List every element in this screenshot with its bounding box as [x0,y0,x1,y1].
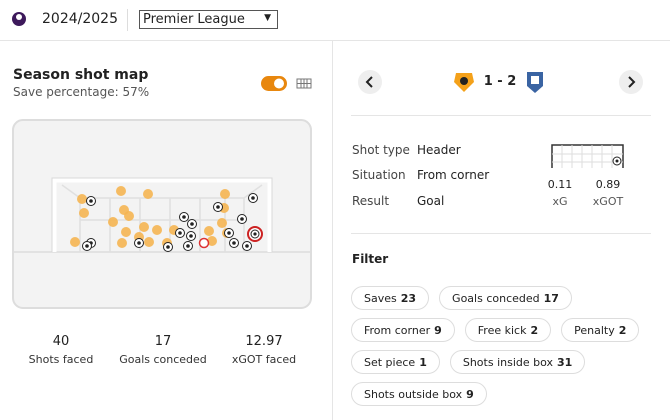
detail-label: Shot type [352,143,410,157]
metric-value: 0.89 [595,178,621,191]
chip-count: 9 [466,387,474,401]
shot-goal [207,236,217,246]
chip-count: 31 [557,355,573,369]
ball-pattern [89,199,93,203]
shot-goal [121,227,131,237]
shot-goal [70,237,80,247]
filter-chips: Saves 23 Goals conceded 17 From corner 9 Free … [351,286,651,406]
mini-goal [551,144,624,168]
score: 1 - 2 [483,74,517,89]
ball-pattern [227,231,231,235]
stat-value: 40 [52,334,70,349]
shot-goal [79,208,89,218]
filter-chip[interactable]: From corner 9 [351,318,455,342]
divider [332,41,333,420]
dropdown-arrow: ▼ [264,13,271,23]
ball-pattern [166,245,170,249]
stat: 12.97 xGOT faced [209,334,319,366]
metric-value: 0.11 [547,178,573,191]
shot-map [12,119,312,309]
shot-goal [204,226,214,236]
chip-count: 2 [530,323,539,337]
match-nav [358,70,643,94]
shot-map-title: Season shot map [13,67,149,83]
detail-value: Header [417,143,461,157]
stat-label: Goals conceded [119,353,207,366]
chip-count: 23 [400,291,417,305]
shot-selected-small [198,237,210,249]
prev-button[interactable] [358,70,382,94]
filter-chip[interactable]: Shots outside box 9 [351,382,487,406]
shot-goal [217,218,227,228]
shot-goal [117,238,127,248]
stat: 17 Goals conceded [108,334,218,366]
chip-count: 9 [434,323,442,337]
filter-chip[interactable]: Goals conceded 17 [439,286,572,310]
shot-goal [124,211,134,221]
ball-pattern [232,241,236,245]
ball-pattern [253,232,257,236]
ball-pattern [251,196,255,200]
chip-label: From corner [364,323,431,337]
season: 2024/2025 [42,11,118,27]
chip-count: 17 [543,291,559,305]
separator [127,9,128,31]
chip-label: Goals conceded [452,291,540,305]
shot-goal [108,217,118,227]
ball-pattern [137,241,141,245]
shot-goal [143,189,153,199]
stat-label: xGOT faced [231,353,297,366]
ball-pattern [190,222,194,226]
filter-chip[interactable]: Free kick 2 [464,318,552,342]
chip-label: Shots outside box [364,387,463,401]
detail-label: Situation [352,168,406,182]
chip-label: Free kick [477,323,527,337]
metric-label: xG [552,195,568,208]
divider [351,115,651,116]
shot-goal [144,237,154,247]
detail-value: Goal [417,194,445,208]
filter-chip[interactable]: Set piece 1 [351,350,440,374]
detail-value: From corner [417,168,490,182]
league-logo [12,12,26,26]
ball-pattern [245,244,249,248]
filter-chip[interactable]: Penalty 2 [561,318,640,342]
shot-goal [116,186,126,196]
filter-chip[interactable]: Saves 23 [351,286,430,310]
stat-value: 17 [154,334,172,349]
ball-pattern [182,215,186,219]
stat: 40 Shots faced [6,334,116,366]
save-percentage: Save percentage: 57% [13,85,150,99]
ball-pattern [85,244,89,248]
ball-pattern [216,205,220,209]
filter-title: Filter [352,252,389,266]
divider [351,233,651,234]
metric-label: xGOT [592,195,624,208]
chip-count: 1 [419,355,427,369]
chip-label: Penalty [574,323,615,337]
ball-pattern [186,244,190,248]
header: 2024/2025 Premier League ▼ [0,0,670,41]
shot-goal [220,189,230,199]
chip-count: 2 [618,323,627,337]
chip-label: Shots inside box [462,355,554,369]
league-select[interactable]: Premier League ▼ [139,10,278,29]
shot-goal [139,222,149,232]
ball-pattern [189,234,193,238]
chip-label: Set piece [364,355,416,369]
filter-chip[interactable]: Shots inside box 31 [449,350,586,374]
chip-label: Saves [364,291,397,305]
stat-value: 12.97 [245,334,283,349]
ball-pattern [240,217,244,221]
stat-label: Shots faced [28,353,94,366]
league-name: Premier League [143,12,245,27]
next-button[interactable] [619,70,643,94]
detail-label: Result [352,194,390,208]
ball-pattern [178,231,182,235]
shot-goal [152,225,162,235]
toggles [261,76,312,91]
shot-goal [77,194,87,204]
